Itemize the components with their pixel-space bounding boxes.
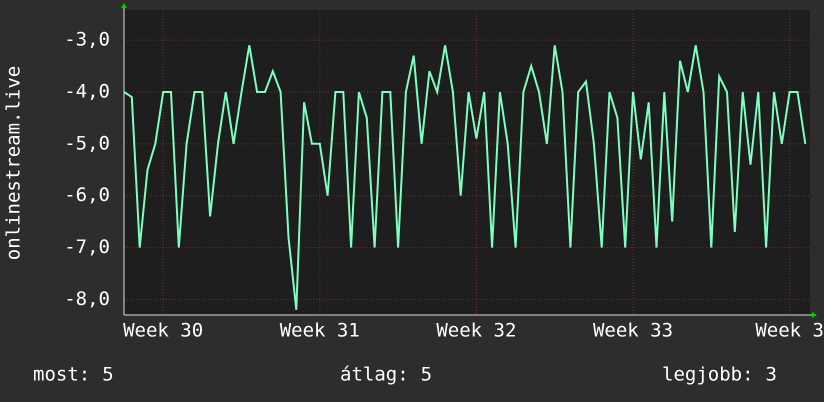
x-tick-label: Week 31: [280, 320, 360, 342]
y-axis-label: onlinestream.live: [3, 66, 25, 260]
y-tick-label: -6,0: [64, 184, 110, 206]
stat-value: 5: [102, 364, 113, 386]
y-tick-label: -3,0: [64, 29, 110, 51]
stat-value: 3: [766, 364, 777, 386]
stat-label: most:: [33, 364, 90, 386]
x-axis-arrow: [812, 312, 817, 318]
x-tick-label: Week 33: [593, 320, 673, 342]
stat-value: 5: [421, 364, 432, 386]
x-tick-label: Week 30: [123, 320, 203, 342]
stat-label: átlag:: [340, 364, 409, 386]
y-axis-arrow: [121, 3, 127, 8]
stat-label: legjobb:: [662, 364, 754, 386]
y-tick-label: -5,0: [64, 132, 110, 154]
y-tick-label: -7,0: [64, 236, 110, 258]
y-tick-label: -4,0: [64, 80, 110, 102]
y-tick-label: -8,0: [64, 288, 110, 310]
series-line: [123, 45, 807, 310]
plot-area: [124, 10, 810, 315]
x-tick-label: Week 3: [755, 320, 824, 342]
x-tick-label: Week 32: [436, 320, 516, 342]
